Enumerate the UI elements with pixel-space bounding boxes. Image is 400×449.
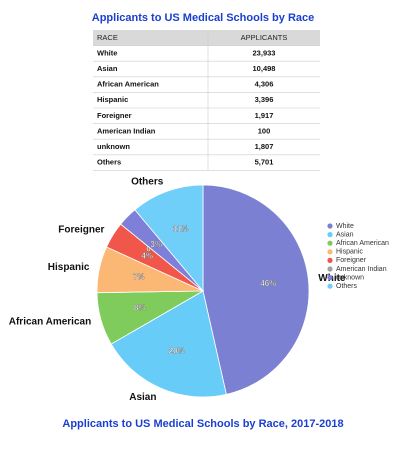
table-header-bg — [93, 30, 320, 46]
legend-label: American Indian — [336, 266, 387, 273]
table-cell: 5,701 — [255, 158, 274, 167]
legend-label: White — [336, 223, 354, 230]
legend-label: African American — [336, 240, 389, 247]
outer-label: Hispanic — [48, 262, 90, 273]
table-cell: 10,498 — [253, 64, 276, 73]
table-header: APPLICANTS — [241, 33, 288, 42]
slice-label: 8% — [134, 304, 146, 313]
legend-label: Asian — [336, 231, 354, 238]
legend-swatch — [327, 249, 333, 255]
slice-label: 4% — [141, 251, 153, 260]
legend-label: Foreigner — [336, 257, 367, 264]
slice-label: 11% — [173, 224, 189, 233]
table-header: RACE — [97, 33, 118, 42]
table-cell: 1,807 — [255, 142, 274, 151]
pie-slice — [110, 290, 227, 398]
page-title: Applicants to US Medical Schools by Race — [92, 12, 315, 24]
slice-label: 46% — [260, 279, 276, 288]
legend-label: Hispanic — [336, 249, 363, 256]
legend-swatch — [327, 232, 333, 238]
legend-swatch — [327, 283, 333, 289]
table-cell: unknown — [97, 142, 130, 151]
legend-label: Others — [336, 283, 358, 290]
legend-swatch — [327, 275, 333, 281]
table-cell: Others — [97, 158, 121, 167]
table-cell: African American — [97, 80, 159, 89]
outer-label: Others — [131, 177, 164, 188]
outer-label: African American — [9, 317, 91, 328]
legend-swatch — [327, 240, 333, 246]
table-cell: American Indian — [97, 126, 156, 135]
slice-label: 20% — [169, 346, 185, 355]
slice-label: 7% — [133, 273, 145, 282]
table-cell: 23,933 — [253, 48, 276, 57]
table-cell: 1,917 — [255, 111, 274, 120]
chart-title: Applicants to US Medical Schools by Race… — [62, 418, 343, 430]
legend-swatch — [327, 223, 333, 229]
table-cell: 100 — [258, 126, 271, 135]
outer-label: Foreigner — [58, 224, 104, 235]
legend-swatch — [327, 257, 333, 263]
table-cell: Asian — [97, 64, 118, 73]
table-cell: 3,396 — [255, 95, 274, 104]
outer-label: Asian — [129, 392, 156, 403]
table-cell: Foreigner — [97, 111, 132, 120]
legend-label: unknown — [336, 274, 364, 281]
slice-label: 3% — [150, 240, 162, 249]
legend-swatch — [327, 266, 333, 272]
table-cell: 4,306 — [255, 80, 274, 89]
pie-slice — [202, 184, 310, 395]
table-cell: White — [97, 48, 117, 57]
table-cell: Hispanic — [97, 95, 128, 104]
pie-slice — [134, 184, 204, 293]
